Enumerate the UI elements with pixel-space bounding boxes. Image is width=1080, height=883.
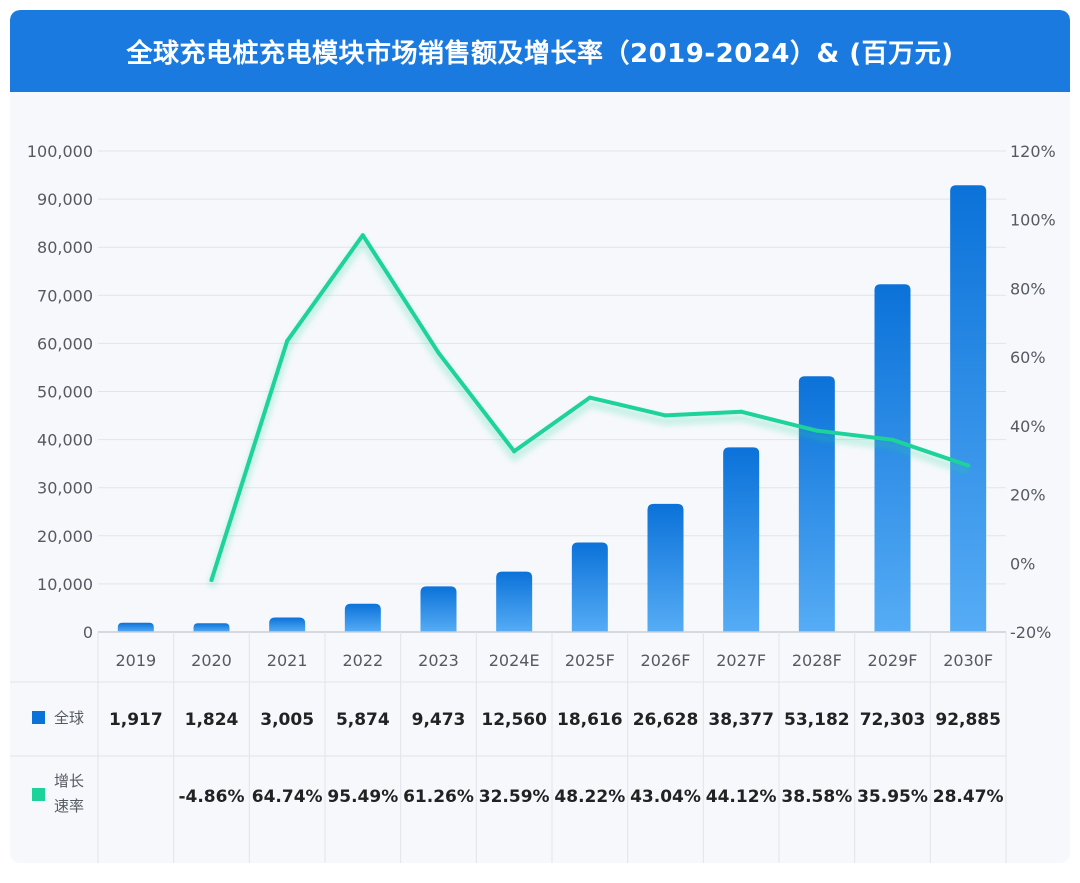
growth-value-label: 28.47% xyxy=(933,787,1004,807)
bar xyxy=(571,542,608,632)
growth-point xyxy=(285,338,290,343)
data-table: 2019 2020 2021 2022 2023 2024E 2025F 2026F 2027F… xyxy=(10,631,1007,863)
category-label: 2027F xyxy=(716,651,766,670)
growth-value-label: -4.86% xyxy=(178,787,244,807)
legend-label-line: 速率 xyxy=(54,797,84,815)
bar-value-label: 1,824 xyxy=(185,710,239,730)
category-label: 2029F xyxy=(868,651,918,670)
bar xyxy=(798,376,835,632)
bar xyxy=(269,617,306,632)
bar-value-label: 92,885 xyxy=(935,710,1001,730)
growth-point xyxy=(587,395,592,400)
category-label: 2026F xyxy=(641,651,691,670)
left-tick-label: 60,000 xyxy=(37,334,93,353)
chart-svg: 0 10,000 20,000 30,000 40,000 50,000 60,000 70,… xyxy=(10,142,1056,863)
bar xyxy=(193,623,230,632)
chart-card: 全球充电桩充电模块市场销售额及增长率（2019-2024）& (百万元) 0 10… xyxy=(10,10,1070,863)
category-label: 2028F xyxy=(792,651,842,670)
growth-point xyxy=(436,350,441,355)
bar-value-label: 9,473 xyxy=(412,710,466,730)
bar-value-label: 26,628 xyxy=(633,710,699,730)
left-tick-label: 40,000 xyxy=(37,431,93,450)
bar xyxy=(647,503,684,632)
left-tick-label: 20,000 xyxy=(37,527,93,546)
right-tick-label: 0% xyxy=(1010,554,1035,573)
bar xyxy=(496,571,533,632)
growth-line xyxy=(208,233,971,588)
category-label: 2022 xyxy=(342,651,383,670)
bar xyxy=(950,185,987,632)
category-label: 2021 xyxy=(267,651,308,670)
left-tick-label: 50,000 xyxy=(37,383,93,402)
left-axis: 0 10,000 20,000 30,000 40,000 50,000 60,000 70,… xyxy=(27,142,93,642)
growth-value-label: 64.74% xyxy=(252,787,323,807)
growth-value-label: 61.26% xyxy=(403,787,474,807)
category-label: 2023 xyxy=(418,651,459,670)
growth-point xyxy=(663,413,668,418)
left-tick-label: 80,000 xyxy=(37,238,93,257)
growth-value-label: 35.95% xyxy=(857,787,928,807)
legend-label-line: 增长 xyxy=(54,772,84,790)
chart-title: 全球充电桩充电模块市场销售额及增长率（2019-2024）& (百万元) xyxy=(126,38,954,69)
growth-point xyxy=(739,409,744,414)
growth-line-glow xyxy=(208,234,970,588)
left-tick-label: 70,000 xyxy=(37,286,93,305)
right-tick-label: 80% xyxy=(1010,279,1046,298)
category-label: 2024E xyxy=(489,651,540,670)
growth-point xyxy=(512,449,517,454)
chart-header: 全球充电桩充电模块市场销售额及增长率（2019-2024）& (百万元) xyxy=(10,10,1070,92)
growth-value-label: 43.04% xyxy=(630,787,701,807)
growth-point xyxy=(360,233,365,238)
growth-point xyxy=(966,463,971,468)
bar xyxy=(117,622,154,632)
left-tick-label: 90,000 xyxy=(37,190,93,209)
growth-value-label: 95.49% xyxy=(327,787,398,807)
left-tick-label: 10,000 xyxy=(37,575,93,594)
category-label: 2030F xyxy=(943,651,993,670)
right-tick-label: 40% xyxy=(1010,417,1046,436)
growth-point xyxy=(890,437,895,442)
bar-value-label: 38,377 xyxy=(708,710,774,730)
left-tick-label: 0 xyxy=(83,623,93,642)
legend-label-bar: 全球 xyxy=(54,709,84,727)
right-axis: -20% 0% 20% 40% 60% 80% 100% 120% xyxy=(1010,142,1056,642)
bars xyxy=(117,185,987,632)
bar-value-label: 18,616 xyxy=(557,710,623,730)
bar-value-label: 5,874 xyxy=(336,710,390,730)
category-label: 2025F xyxy=(565,651,615,670)
bar-value-label: 72,303 xyxy=(860,710,926,730)
bar-value-label: 3,005 xyxy=(260,710,314,730)
right-tick-label: 20% xyxy=(1010,486,1046,505)
category-label: 2020 xyxy=(191,651,232,670)
growth-value-label: 44.12% xyxy=(706,787,777,807)
legend-swatch-line xyxy=(32,788,45,801)
bar-value-label: 1,917 xyxy=(109,710,163,730)
right-tick-label: 120% xyxy=(1010,142,1056,161)
growth-value-label: 38.58% xyxy=(781,787,852,807)
right-tick-label: 60% xyxy=(1010,348,1046,367)
bar xyxy=(723,447,760,632)
growth-point xyxy=(814,428,819,433)
gridlines xyxy=(98,150,1006,633)
bar-value-label: 12,560 xyxy=(481,710,547,730)
legend-swatch-bar xyxy=(32,711,45,724)
bar xyxy=(874,284,911,632)
growth-point xyxy=(209,577,214,582)
category-label: 2019 xyxy=(115,651,156,670)
right-tick-label: 100% xyxy=(1010,211,1056,230)
left-tick-label: 30,000 xyxy=(37,479,93,498)
bar-value-label: 53,182 xyxy=(784,710,850,730)
growth-value-label: 32.59% xyxy=(479,787,550,807)
growth-value-label: 48.22% xyxy=(554,787,625,807)
bar xyxy=(420,586,457,632)
left-tick-label: 100,000 xyxy=(27,142,93,161)
bar xyxy=(344,603,381,632)
right-tick-label: -20% xyxy=(1010,623,1051,642)
